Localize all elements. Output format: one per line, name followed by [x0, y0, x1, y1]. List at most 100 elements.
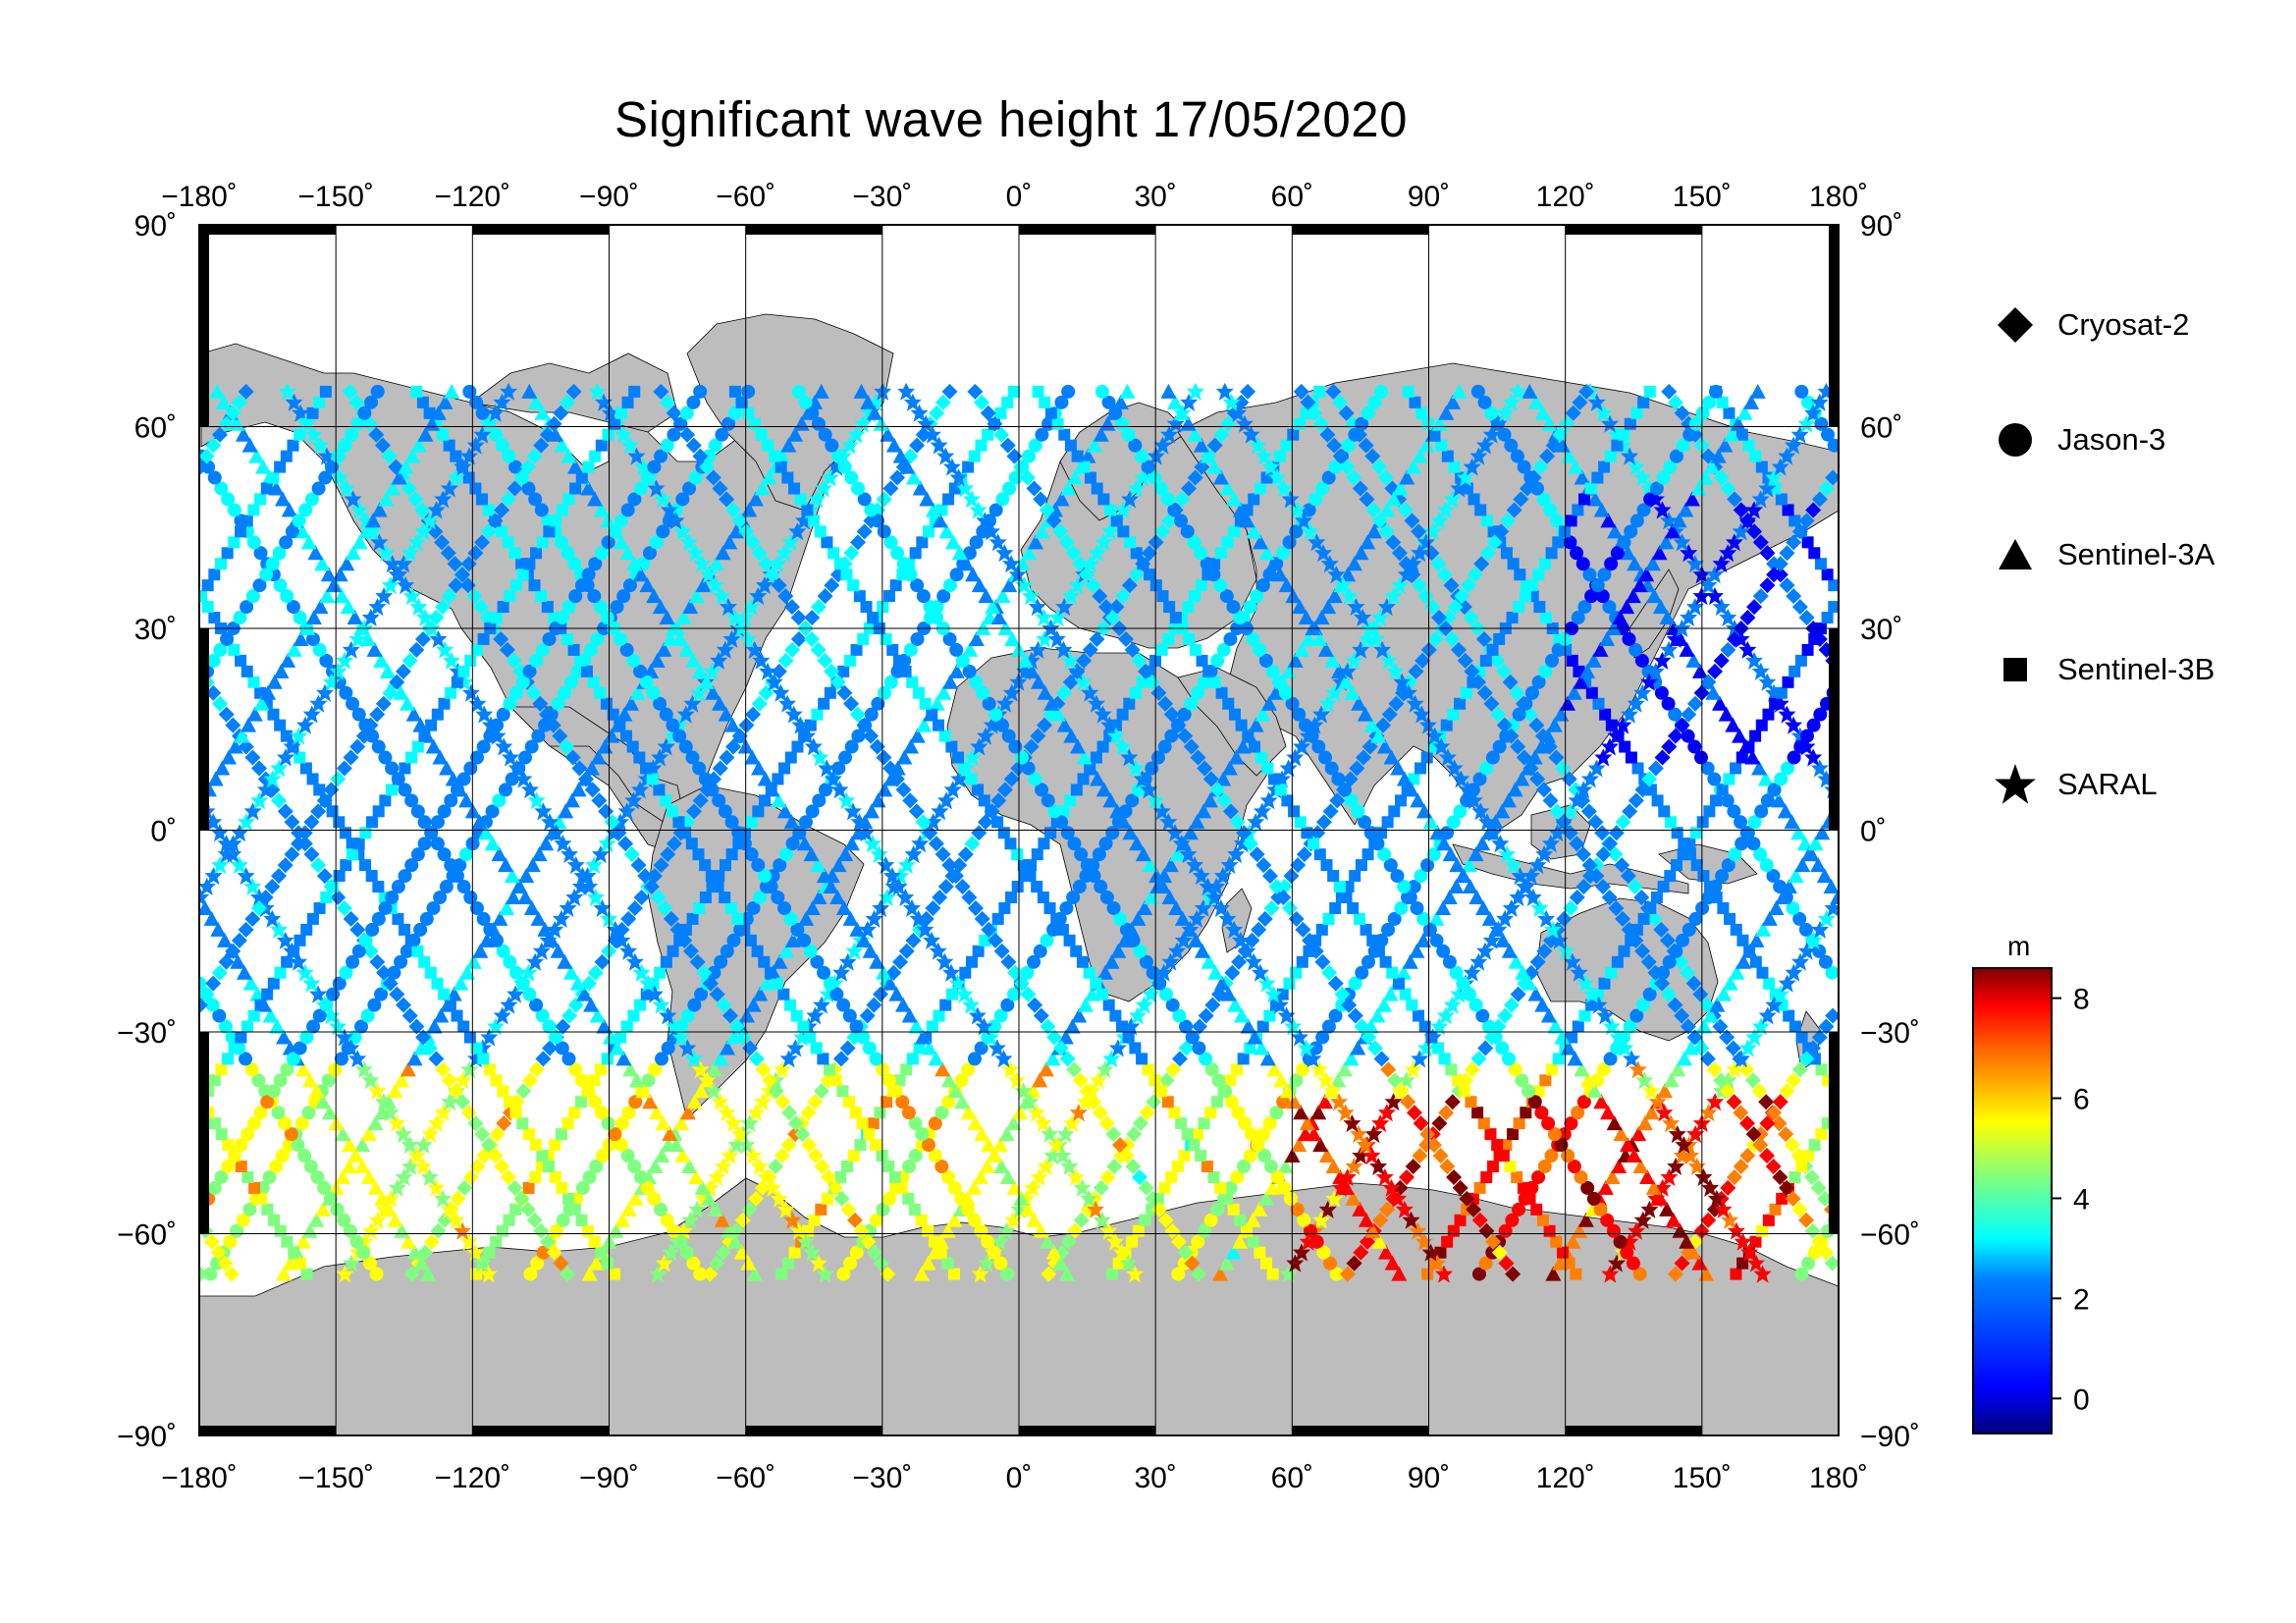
track-point	[1541, 1116, 1556, 1131]
track-point	[550, 943, 566, 958]
track-point	[755, 576, 774, 595]
track-point	[446, 986, 462, 1001]
track-point	[1481, 1019, 1496, 1034]
track-point	[1258, 653, 1273, 668]
track-point	[1655, 1104, 1674, 1122]
track-point	[909, 547, 922, 560]
track-point	[1759, 858, 1774, 873]
track-point	[1751, 662, 1770, 680]
track-point	[764, 782, 780, 797]
track-point	[1281, 663, 1298, 678]
track-point	[538, 718, 553, 732]
track-point	[838, 750, 853, 765]
track-point	[381, 576, 400, 595]
track-point	[713, 1051, 729, 1066]
track-point	[427, 1178, 446, 1197]
track-point	[876, 491, 892, 508]
track-point	[1161, 890, 1178, 904]
track-point	[1600, 737, 1619, 756]
track-point	[203, 1267, 218, 1281]
track-point	[759, 662, 777, 680]
track-point	[587, 589, 602, 604]
track-point	[310, 1169, 325, 1184]
track-point	[626, 556, 643, 571]
track-point	[1601, 1265, 1620, 1283]
track-point	[1201, 792, 1218, 808]
track-point	[566, 856, 585, 875]
track-point	[1273, 1072, 1290, 1088]
track-point	[1182, 601, 1195, 614]
track-point	[647, 1191, 662, 1206]
track-point	[238, 383, 254, 400]
track-point	[836, 1085, 849, 1098]
track-point	[633, 890, 650, 905]
track-point	[897, 856, 916, 875]
track-point	[515, 675, 530, 689]
track-point	[280, 1062, 294, 1077]
track-point	[1372, 1212, 1389, 1228]
track-point	[222, 1139, 235, 1152]
track-point	[567, 557, 582, 571]
track-point	[744, 847, 759, 862]
track-point	[843, 836, 860, 851]
track-point	[876, 749, 892, 766]
track-point	[905, 932, 922, 948]
track-point	[912, 480, 929, 496]
track-point	[1420, 751, 1433, 764]
track-point	[561, 845, 579, 864]
track-point	[725, 609, 744, 627]
track-point	[817, 588, 833, 605]
track-point	[1201, 1161, 1213, 1172]
track-point	[1124, 641, 1141, 658]
track-point	[923, 525, 935, 538]
track-point	[1556, 910, 1573, 927]
track-point	[395, 1167, 413, 1186]
track-point	[1092, 588, 1108, 605]
track-point	[528, 492, 543, 507]
track-point	[1715, 869, 1730, 884]
track-point	[1642, 987, 1657, 1001]
track-point	[926, 708, 938, 721]
track-point	[230, 1223, 244, 1238]
track-point	[784, 641, 801, 658]
track-point	[1214, 1181, 1227, 1194]
track-point	[1578, 493, 1591, 506]
track-point	[1545, 437, 1562, 454]
track-point	[1124, 536, 1137, 549]
track-point	[1441, 450, 1454, 462]
track-point	[843, 802, 862, 821]
track-point	[435, 1061, 452, 1078]
track-point	[1552, 536, 1565, 549]
track-point	[290, 952, 308, 971]
track-point	[949, 568, 964, 582]
track-point	[456, 1179, 473, 1196]
track-point	[1541, 835, 1560, 853]
track-point	[837, 791, 856, 810]
track-point	[628, 1072, 645, 1088]
track-point	[1560, 1040, 1576, 1055]
track-point	[1195, 579, 1207, 592]
track-point	[1746, 523, 1763, 540]
track-point	[1694, 1167, 1713, 1186]
track-point	[620, 1149, 635, 1163]
track-point	[710, 651, 728, 670]
track-point	[1590, 578, 1605, 593]
track-point	[679, 827, 692, 839]
track-point	[256, 781, 275, 799]
track-point	[1106, 1268, 1119, 1280]
track-point	[1484, 1128, 1497, 1141]
track-point	[1653, 501, 1672, 519]
track-point	[1634, 653, 1649, 668]
track-point	[305, 610, 322, 625]
track-point	[1207, 964, 1224, 980]
track-point	[375, 695, 392, 712]
track-point	[1209, 782, 1226, 798]
track-point	[1637, 396, 1650, 408]
track-point	[1789, 1020, 1801, 1033]
track-point	[1101, 522, 1120, 541]
track-point	[1172, 1008, 1187, 1023]
track-point	[1667, 728, 1683, 744]
track-point	[1142, 1063, 1154, 1076]
track-point	[654, 1052, 668, 1066]
track-point	[508, 547, 521, 560]
